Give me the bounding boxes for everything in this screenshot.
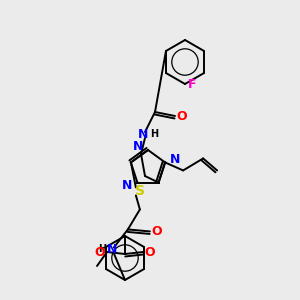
Text: N: N (122, 179, 132, 192)
Text: O: O (152, 225, 162, 238)
Text: O: O (145, 245, 155, 259)
Text: O: O (177, 110, 187, 122)
Text: H: H (150, 129, 158, 139)
Text: H: H (98, 244, 106, 254)
Text: F: F (188, 77, 196, 91)
Text: N: N (138, 128, 148, 140)
Text: N: N (133, 140, 143, 154)
Text: O: O (95, 245, 105, 259)
Text: N: N (170, 153, 181, 166)
Text: S: S (135, 184, 145, 198)
Text: N: N (107, 243, 117, 256)
